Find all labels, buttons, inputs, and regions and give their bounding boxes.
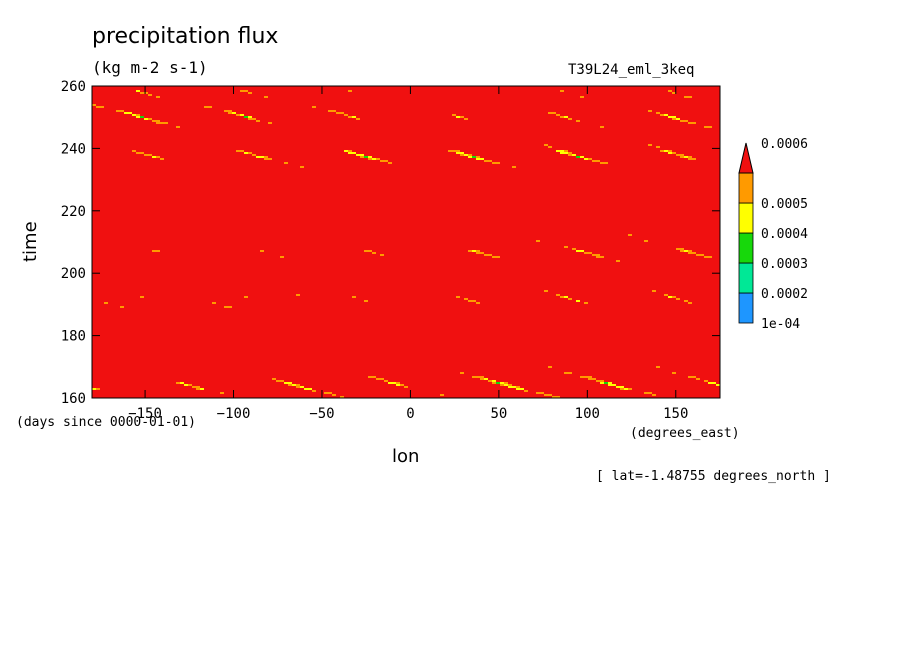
y-tick-label: 260 <box>61 79 86 95</box>
y-tick-label: 240 <box>61 141 86 157</box>
y-axis-label: time <box>20 221 41 262</box>
y-axis-units: (days since 0000-01-01) <box>16 415 196 430</box>
x-tick-label: −100 <box>217 406 251 422</box>
colorbar-label: 0.0003 <box>761 257 808 272</box>
precip-field <box>92 86 720 398</box>
colorbar-swatch <box>739 293 753 323</box>
colorbar-label: 0.0005 <box>761 197 808 212</box>
colorbar-label: 0.0004 <box>761 227 808 242</box>
y-tick-label: 180 <box>61 329 86 345</box>
colorbar-swatch <box>739 203 753 233</box>
colorbar-label: 0.0006 <box>761 137 808 152</box>
colorbar: 1e-04 0.0002 0.0003 0.0004 0.0005 0.0006 <box>739 137 808 332</box>
colorbar-label: 0.0002 <box>761 287 808 302</box>
colorbar-label: 1e-04 <box>761 317 800 332</box>
colorbar-swatch <box>739 233 753 263</box>
x-tick-label: 100 <box>575 406 600 422</box>
y-tick-label: 160 <box>61 391 86 407</box>
y-tick-label: 200 <box>61 266 86 282</box>
x-tick-label: 50 <box>490 406 507 422</box>
x-tick-label: 150 <box>663 406 688 422</box>
x-tick-label: −50 <box>309 406 334 422</box>
x-tick-label: 0 <box>406 406 414 422</box>
colorbar-swatch <box>739 263 753 293</box>
x-axis-label: lon <box>392 446 419 467</box>
latitude-note: [ lat=-1.48755 degrees_north ] <box>596 469 831 484</box>
colorbar-swatch <box>739 173 753 203</box>
y-tick-label: 220 <box>61 204 86 220</box>
x-axis-units: (degrees_east) <box>630 426 740 441</box>
colorbar-arrow <box>739 143 753 173</box>
